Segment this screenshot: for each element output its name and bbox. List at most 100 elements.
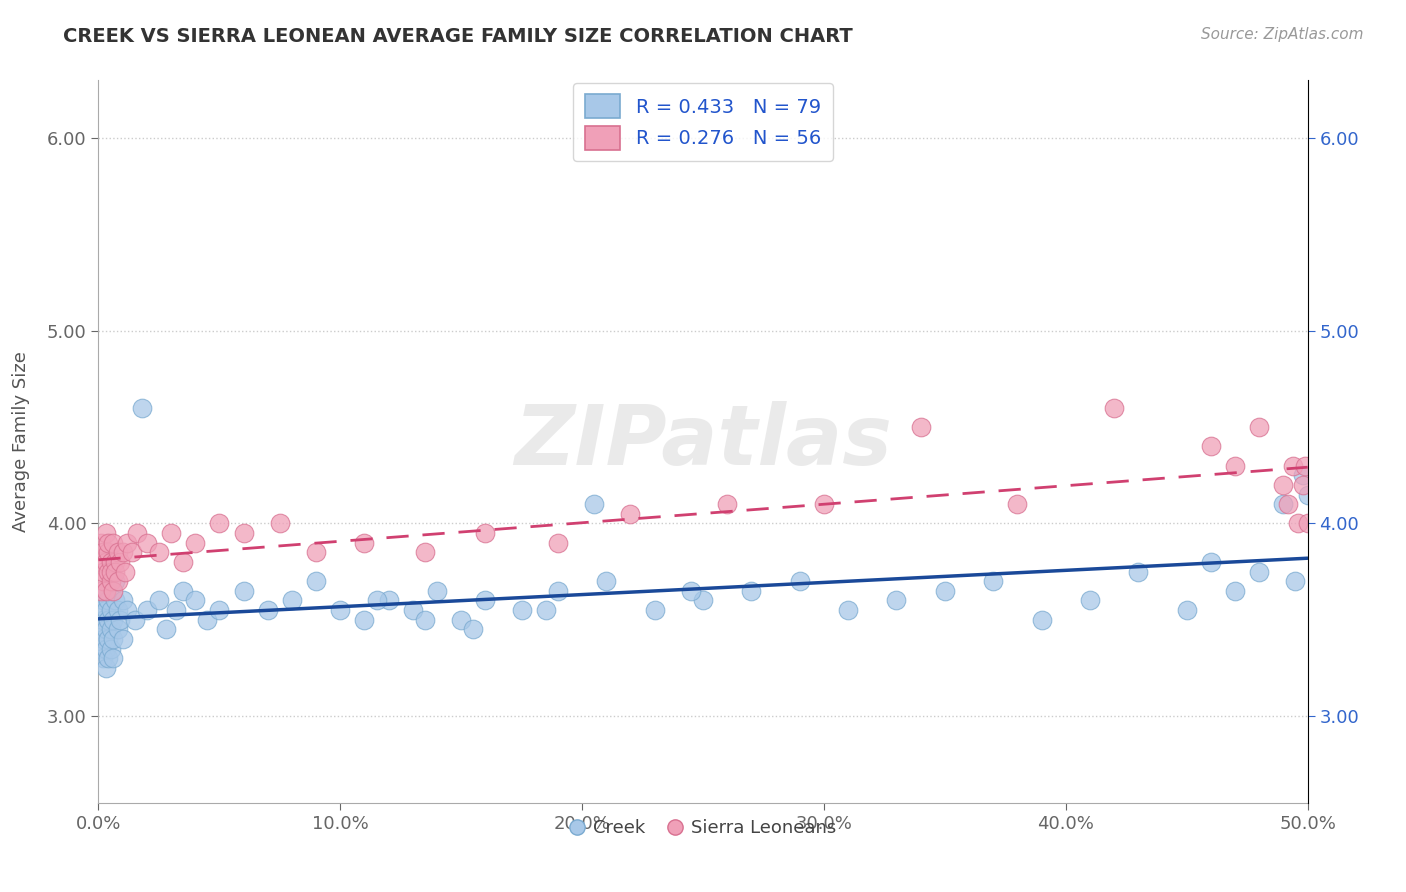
Point: [94, 623, 117, 637]
Point: [1292, 468, 1315, 483]
Point: [474, 526, 496, 541]
Point: [91, 545, 114, 559]
Point: [101, 535, 124, 549]
Point: [91, 651, 114, 665]
Point: [114, 565, 136, 579]
Point: [377, 593, 399, 607]
Point: [305, 545, 328, 559]
Point: [91, 593, 114, 607]
Point: [94, 583, 117, 598]
Point: [90, 641, 112, 656]
Point: [100, 623, 122, 637]
Point: [148, 593, 170, 607]
Point: [619, 507, 641, 521]
Point: [1284, 574, 1306, 589]
Point: [100, 641, 122, 656]
Point: [117, 603, 139, 617]
Point: [107, 623, 129, 637]
Point: [172, 583, 194, 598]
Point: [366, 593, 388, 607]
Point: [281, 593, 304, 607]
Point: [131, 401, 153, 415]
Point: [837, 603, 859, 617]
Point: [104, 593, 127, 607]
Point: [111, 632, 134, 646]
Point: [172, 555, 194, 569]
Point: [121, 545, 143, 559]
Point: [97, 593, 120, 607]
Point: [1031, 613, 1053, 627]
Point: [1128, 565, 1150, 579]
Point: [165, 603, 187, 617]
Point: [886, 593, 908, 607]
Point: [148, 545, 170, 559]
Legend: Creek, Sierra Leoneans: Creek, Sierra Leoneans: [562, 812, 844, 845]
Point: [692, 593, 714, 607]
Point: [1286, 516, 1309, 531]
Point: [426, 583, 449, 598]
Point: [547, 535, 569, 549]
Point: [108, 613, 131, 627]
Point: [100, 574, 122, 589]
Point: [135, 603, 157, 617]
Point: [94, 603, 117, 617]
Point: [208, 603, 231, 617]
Point: [104, 574, 127, 589]
Point: [1296, 487, 1319, 501]
Text: ZIPatlas: ZIPatlas: [515, 401, 891, 482]
Point: [813, 497, 835, 511]
Point: [1272, 478, 1295, 492]
Point: [256, 603, 278, 617]
Point: [107, 545, 129, 559]
Point: [97, 545, 120, 559]
Point: [94, 555, 117, 569]
Point: [90, 623, 112, 637]
Point: [1282, 458, 1305, 473]
Point: [1175, 603, 1198, 617]
Point: [413, 613, 436, 627]
Point: [101, 651, 124, 665]
Point: [94, 641, 117, 656]
Point: [94, 526, 117, 541]
Point: [910, 420, 932, 434]
Point: [934, 583, 956, 598]
Point: [111, 593, 134, 607]
Point: [107, 603, 129, 617]
Point: [1272, 497, 1295, 511]
Point: [740, 583, 762, 598]
Point: [1277, 497, 1299, 511]
Point: [107, 574, 129, 589]
Point: [305, 574, 328, 589]
Point: [94, 661, 117, 675]
Point: [789, 574, 811, 589]
Point: [1078, 593, 1101, 607]
Point: [155, 623, 177, 637]
Point: [353, 535, 375, 549]
Point: [91, 613, 114, 627]
Point: [90, 583, 112, 598]
Point: [232, 583, 254, 598]
Point: [100, 565, 122, 579]
Point: [353, 613, 375, 627]
Point: [1249, 565, 1271, 579]
Point: [1223, 458, 1246, 473]
Point: [679, 583, 702, 598]
Point: [450, 613, 472, 627]
Point: [1199, 439, 1222, 453]
Point: [1294, 458, 1316, 473]
Point: [90, 555, 112, 569]
Point: [595, 574, 617, 589]
Point: [97, 632, 120, 646]
Point: [135, 535, 157, 549]
Point: [1199, 555, 1222, 569]
Point: [97, 613, 120, 627]
Point: [91, 565, 114, 579]
Point: [97, 651, 120, 665]
Point: [1249, 420, 1271, 434]
Point: [124, 613, 146, 627]
Point: [1007, 497, 1029, 511]
Point: [232, 526, 254, 541]
Point: [547, 583, 569, 598]
Point: [644, 603, 666, 617]
Point: [463, 623, 485, 637]
